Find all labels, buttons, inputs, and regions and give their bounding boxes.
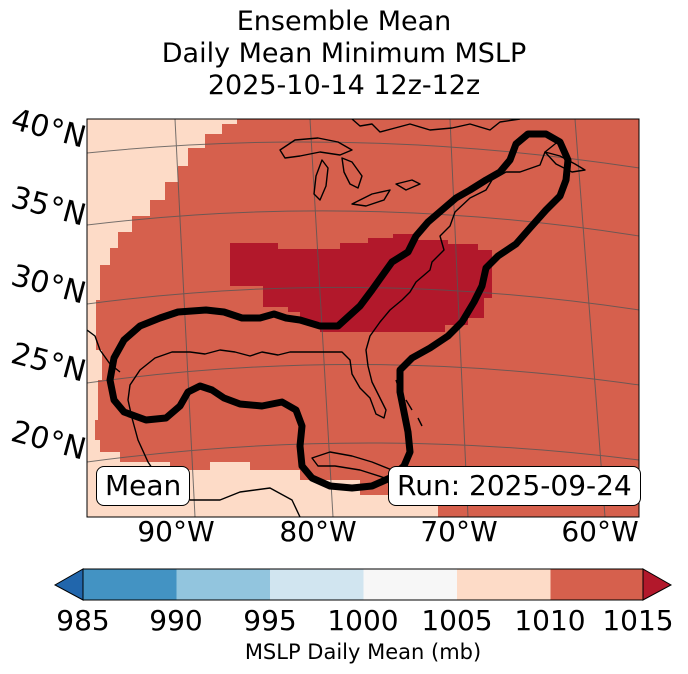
nova-scotia (544, 151, 586, 173)
colorbar-bin-985-990 (83, 569, 177, 600)
low-pressure-track-contour (106, 130, 572, 492)
lake-ontario (395, 179, 421, 191)
colorbar-tick-1010: 1010 (514, 604, 586, 637)
canada-coast (351, 119, 521, 133)
mean-label-box: Mean (96, 466, 191, 506)
title-line-2: Daily Mean Minimum MSLP (161, 38, 527, 69)
colorbar-bin-990-995 (176, 569, 270, 600)
colorbar-bin-995-1000 (270, 569, 364, 600)
lat-label-25: 25°N (7, 336, 89, 389)
pressure-fill-above-1015 (230, 234, 492, 332)
colorbar-bin-1010-1015 (550, 569, 643, 600)
colorbar-tick-995: 995 (243, 604, 297, 637)
colorbar-bin-1005-1010 (457, 569, 551, 600)
lon-label-60w: 60°W (561, 515, 638, 548)
colorbar-tick-1005: 1005 (421, 604, 493, 637)
colorbar-extend-high (642, 568, 673, 601)
colorbar-tick-990: 990 (149, 604, 203, 637)
lake-huron (341, 157, 363, 189)
lat-label-35: 35°N (7, 180, 89, 233)
map-panel (87, 119, 639, 517)
colorbar-tick-1015: 1015 (602, 604, 674, 637)
lon-label-70w: 70°W (420, 515, 497, 548)
lake-michigan (313, 159, 329, 201)
gulf-coast (127, 349, 305, 501)
lon-label-90w: 90°W (137, 515, 214, 548)
lon-label-80w: 80°W (279, 515, 356, 548)
lake-erie (351, 189, 391, 207)
colorbar (53, 568, 673, 601)
map-frame (86, 118, 640, 518)
run-date-label-box: Run: 2025-09-24 (388, 466, 641, 506)
colorbar-tick-985: 985 (56, 604, 110, 637)
lat-label-20: 20°N (7, 414, 89, 467)
title-line-1: Ensemble Mean (236, 6, 452, 37)
lake-superior (279, 137, 353, 159)
atlantic-coast (305, 139, 561, 419)
yucatan-coast (190, 487, 301, 517)
colorbar-title: MSLP Daily Mean (mb) (244, 640, 482, 664)
colorbar-extend-low (53, 568, 84, 601)
coastlines (87, 119, 586, 517)
title-line-3: 2025-10-14 12z-12z (207, 70, 481, 101)
colorbar-tick-1000: 1000 (327, 604, 399, 637)
colorbar-bin-1000-1005 (363, 569, 457, 600)
lat-label-40: 40°N (7, 102, 89, 155)
lat-label-30: 30°N (7, 258, 89, 311)
